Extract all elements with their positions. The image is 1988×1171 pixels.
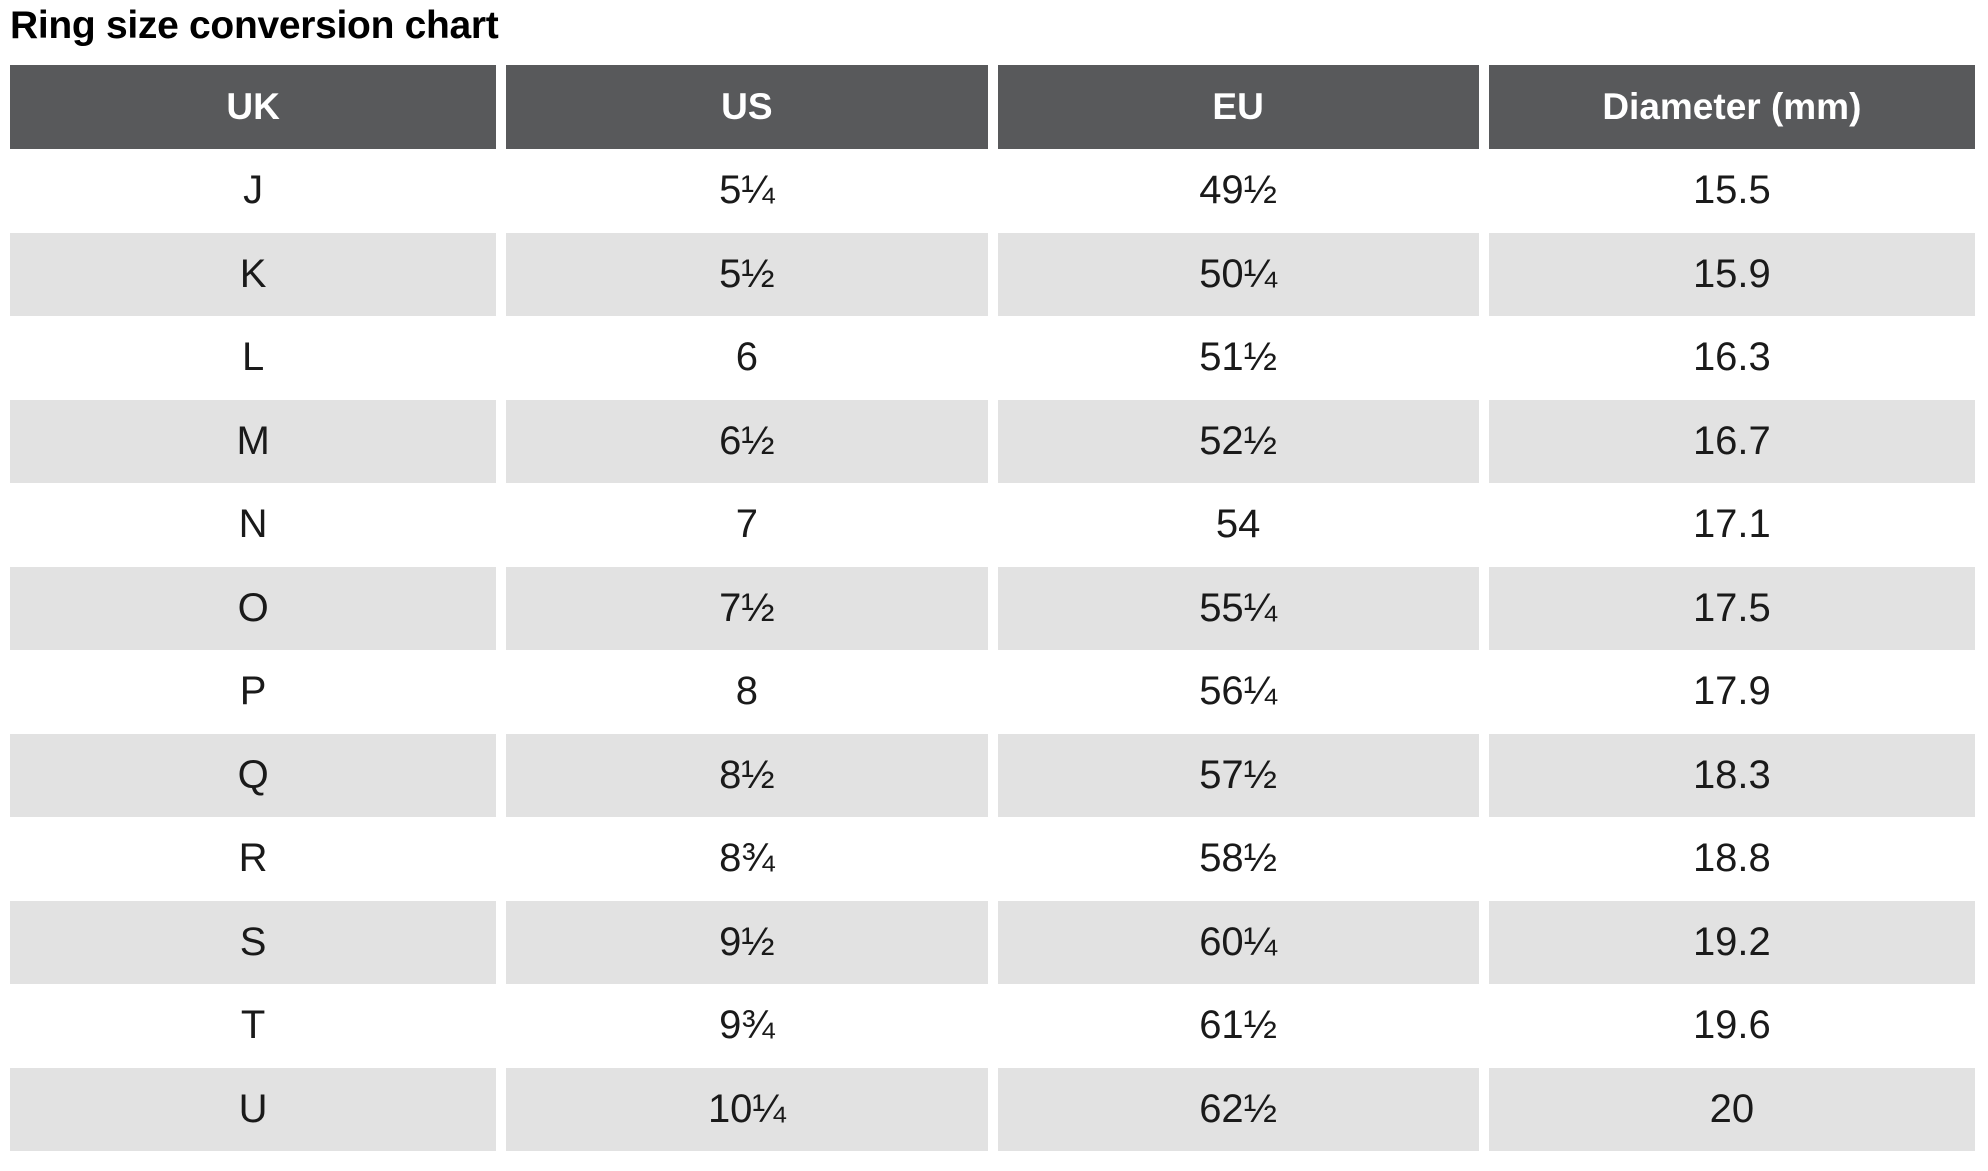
cell-eu: 62½: [987, 1067, 1484, 1151]
table-row: Q 8½ 57½ 18.3: [10, 733, 1975, 817]
column-header-uk: UK: [10, 65, 502, 149]
table-row: R 8¾ 58½ 18.8: [10, 817, 1975, 901]
cell-uk: N: [10, 483, 502, 567]
table-row: S 9½ 60¼ 19.2: [10, 900, 1975, 984]
cell-us: 8: [496, 650, 993, 734]
cell-uk: L: [10, 316, 502, 400]
table-body: J 5¼ 49½ 15.5 K 5½ 50¼ 15.9 L 6 51½ 16.3…: [10, 149, 1975, 1151]
table-header: UK US EU Diameter (mm): [10, 65, 1975, 149]
cell-eu: 58½: [987, 817, 1484, 901]
table-row: T 9¾ 61½ 19.6: [10, 984, 1975, 1068]
cell-us: 5¼: [496, 149, 993, 233]
cell-diameter: 15.9: [1478, 232, 1975, 316]
table-row: L 6 51½ 16.3: [10, 316, 1975, 400]
table-row: K 5½ 50¼ 15.9: [10, 232, 1975, 316]
cell-us: 6: [496, 316, 993, 400]
cell-us: 8½: [496, 733, 993, 817]
cell-uk: P: [10, 650, 502, 734]
column-header-us: US: [496, 65, 993, 149]
table-row: N 7 54 17.1: [10, 483, 1975, 567]
cell-us: 10¼: [496, 1067, 993, 1151]
cell-uk: M: [10, 399, 502, 483]
cell-diameter: 19.6: [1478, 984, 1975, 1068]
page-title: Ring size conversion chart: [10, 4, 499, 47]
cell-uk: O: [10, 566, 502, 650]
cell-diameter: 17.1: [1478, 483, 1975, 567]
cell-uk: S: [10, 900, 502, 984]
cell-diameter: 20: [1478, 1067, 1975, 1151]
cell-us: 9½: [496, 900, 993, 984]
cell-us: 6½: [496, 399, 993, 483]
table-row: P 8 56¼ 17.9: [10, 650, 1975, 734]
cell-eu: 57½: [987, 733, 1484, 817]
header-row: UK US EU Diameter (mm): [10, 65, 1975, 149]
table-row: M 6½ 52½ 16.7: [10, 399, 1975, 483]
column-header-eu: EU: [987, 65, 1484, 149]
cell-diameter: 19.2: [1478, 900, 1975, 984]
cell-eu: 55¼: [987, 566, 1484, 650]
cell-eu: 54: [987, 483, 1484, 567]
cell-diameter: 16.3: [1478, 316, 1975, 400]
cell-uk: J: [10, 149, 502, 233]
cell-eu: 56¼: [987, 650, 1484, 734]
cell-diameter: 17.9: [1478, 650, 1975, 734]
table-row: O 7½ 55¼ 17.5: [10, 566, 1975, 650]
cell-us: 9¾: [496, 984, 993, 1068]
cell-uk: Q: [10, 733, 502, 817]
cell-us: 7½: [496, 566, 993, 650]
cell-eu: 61½: [987, 984, 1484, 1068]
table-row: J 5¼ 49½ 15.5: [10, 149, 1975, 233]
cell-uk: T: [10, 984, 502, 1068]
cell-us: 8¾: [496, 817, 993, 901]
cell-diameter: 17.5: [1478, 566, 1975, 650]
cell-diameter: 18.3: [1478, 733, 1975, 817]
cell-diameter: 16.7: [1478, 399, 1975, 483]
cell-eu: 51½: [987, 316, 1484, 400]
cell-eu: 60¼: [987, 900, 1484, 984]
cell-eu: 49½: [987, 149, 1484, 233]
cell-eu: 50¼: [987, 232, 1484, 316]
cell-uk: K: [10, 232, 502, 316]
table-row: U 10¼ 62½ 20: [10, 1067, 1975, 1151]
cell-uk: U: [10, 1067, 502, 1151]
cell-us: 7: [496, 483, 993, 567]
cell-diameter: 18.8: [1478, 817, 1975, 901]
cell-uk: R: [10, 817, 502, 901]
column-header-diameter: Diameter (mm): [1478, 65, 1975, 149]
cell-us: 5½: [496, 232, 993, 316]
cell-diameter: 15.5: [1478, 149, 1975, 233]
cell-eu: 52½: [987, 399, 1484, 483]
ring-size-table: UK US EU Diameter (mm) J 5¼ 49½ 15.5 K 5…: [10, 65, 1975, 1151]
